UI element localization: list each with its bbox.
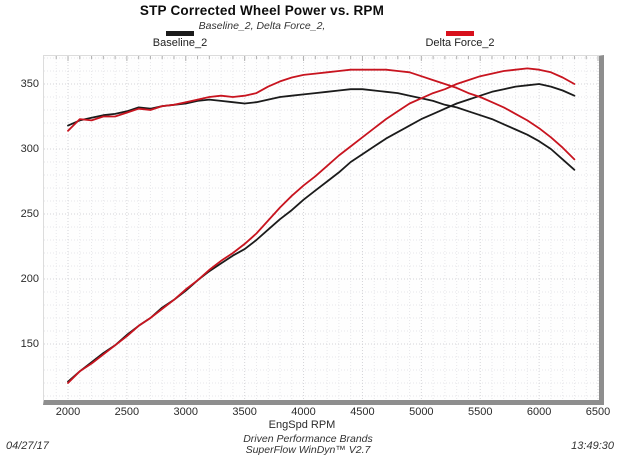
x-tick-label: 5000 xyxy=(409,406,434,418)
footer-brand-line1: Driven Performance Brands xyxy=(243,433,373,445)
y-tick-label: 250 xyxy=(20,208,39,220)
curve-baseline-2-torque xyxy=(67,88,576,171)
legend-label-delta-force: Delta Force_2 xyxy=(425,37,495,49)
x-tick-label: 6000 xyxy=(526,406,552,418)
x-tick-label: 5500 xyxy=(467,406,493,418)
x-tick-label: 2500 xyxy=(114,406,140,418)
page-title: STP Corrected Wheel Power vs. RPM xyxy=(139,3,385,18)
footer-brand-line2: SuperFlow WinDyn™ V2.7 xyxy=(245,444,371,456)
x-tick-label: 4500 xyxy=(350,406,375,418)
x-tick-label: 3500 xyxy=(232,406,257,418)
legend-swatch-baseline-icon xyxy=(166,31,194,36)
curve-delta-force-2-power xyxy=(67,67,576,384)
x-tick-label: 4000 xyxy=(291,406,316,418)
y-tick-label: 300 xyxy=(20,143,39,155)
plot-area xyxy=(43,55,604,405)
legend-item-delta-force: Delta Force_2 xyxy=(410,31,510,49)
curve-delta-force-2-torque xyxy=(67,68,576,161)
x-tick-label: 2000 xyxy=(55,406,81,418)
legend-swatch-delta-force-icon xyxy=(446,31,474,36)
x-tick-label: 6500 xyxy=(585,406,611,418)
footer-time: 13:49:30 xyxy=(571,440,614,452)
footer-date: 04/27/17 xyxy=(6,440,49,452)
y-tick-label: 150 xyxy=(20,338,39,350)
curve-baseline-2-power xyxy=(67,83,576,383)
x-tick-label: 3000 xyxy=(173,406,198,418)
page-subtitle: Baseline_2, Delta Force_2, xyxy=(198,20,326,32)
x-axis-title: EngSpd RPM xyxy=(268,419,336,431)
legend-item-baseline: Baseline_2 xyxy=(130,31,230,49)
plot-svg xyxy=(44,56,599,400)
y-tick-label: 350 xyxy=(20,78,39,90)
legend-label-baseline: Baseline_2 xyxy=(152,37,208,49)
y-tick-label: 200 xyxy=(20,273,39,285)
